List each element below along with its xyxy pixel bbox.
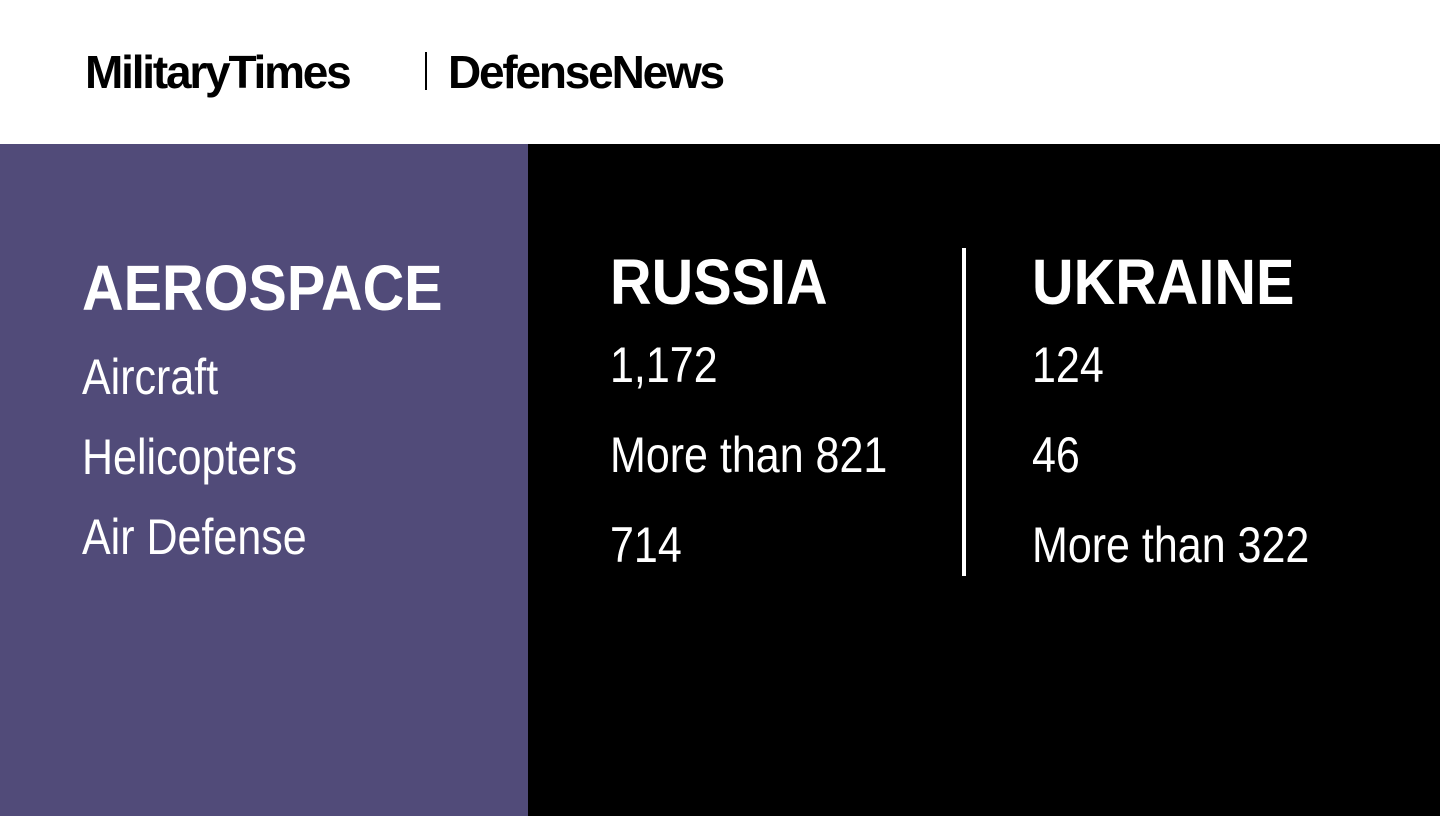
ukraine-column-title: UKRAINE (1032, 246, 1295, 318)
ukraine-value-helicopters: 46 (1032, 427, 1080, 483)
column-divider (962, 248, 966, 576)
category-title: AEROSPACE (82, 252, 443, 324)
category-item-aircraft: Aircraft (82, 349, 219, 405)
russia-column-title: RUSSIA (610, 246, 828, 318)
category-panel (0, 144, 528, 816)
values-panel (528, 144, 1440, 816)
ukraine-value-air-defense: More than 322 (1032, 517, 1310, 573)
header-bar: MilitaryTimes DefenseNews (0, 0, 1440, 144)
russia-value-air-defense: 714 (610, 517, 682, 573)
category-item-air-defense: Air Defense (82, 509, 307, 565)
category-item-helicopters: Helicopters (82, 429, 298, 485)
russia-value-aircraft: 1,172 (610, 337, 718, 393)
brand-separator (425, 52, 427, 90)
brand-logo-defense-news: DefenseNews (448, 46, 725, 98)
ukraine-value-aircraft: 124 (1032, 337, 1104, 393)
brand-logo-military-times: MilitaryTimes (85, 46, 352, 98)
russia-value-helicopters: More than 821 (610, 427, 888, 483)
